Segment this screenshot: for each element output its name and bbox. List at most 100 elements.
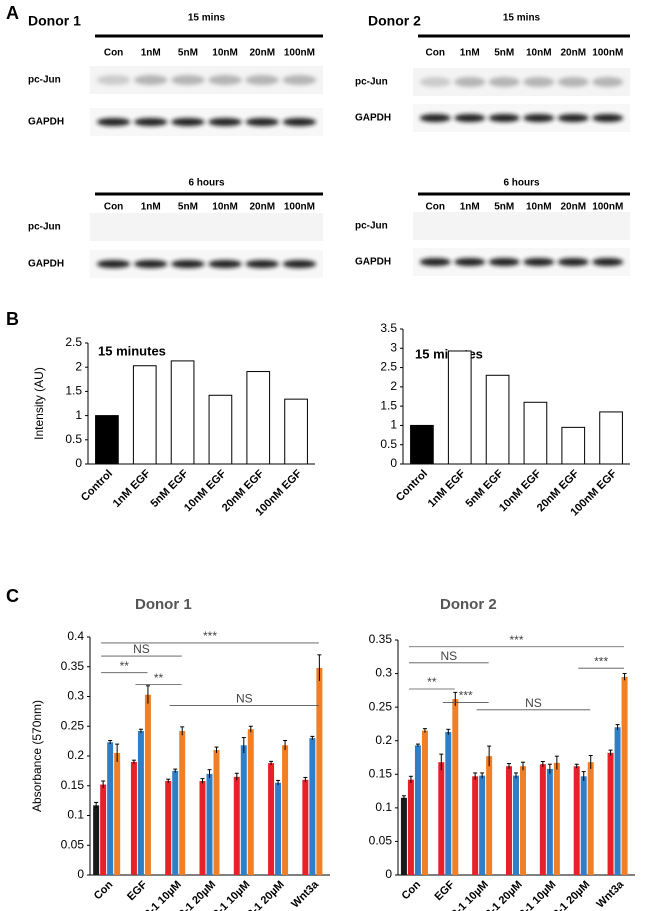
- blot-band: [592, 114, 624, 122]
- bar: [400, 797, 407, 875]
- lane-label: Con: [426, 48, 445, 59]
- lane-label: 1nM: [141, 48, 161, 59]
- row-label: pc-Jun: [355, 221, 388, 232]
- bar: [513, 775, 519, 875]
- bar: [282, 745, 289, 875]
- blot-band: [208, 260, 242, 268]
- blot-band: [419, 77, 451, 87]
- lane-label: 1nM: [141, 202, 161, 213]
- y-tick-label: 1: [75, 408, 82, 422]
- y-tick-label: 2.5: [65, 335, 82, 349]
- x-tick-label: Con: [92, 878, 116, 902]
- blot-band: [454, 114, 486, 122]
- row-label: GAPDH: [28, 259, 64, 270]
- y-tick-label: 0.5: [65, 432, 82, 446]
- bar: [284, 398, 308, 465]
- bar: [447, 350, 472, 465]
- blot-band: [282, 118, 317, 126]
- y-tick-label: 0: [75, 456, 82, 470]
- bar: [599, 411, 623, 465]
- y-tick-label: 1.5: [380, 398, 397, 412]
- bar: [107, 742, 114, 875]
- lane-label: 20nM: [249, 202, 275, 213]
- time-label: 6 hours: [503, 178, 540, 189]
- lane-label: Con: [104, 202, 123, 213]
- bar: [553, 762, 560, 875]
- bar: [438, 762, 445, 875]
- blot-band: [134, 75, 168, 85]
- bar: [587, 762, 594, 875]
- blot-band: [523, 77, 555, 87]
- y-tick-label: 0: [390, 456, 397, 470]
- lane-label: 1nM: [460, 202, 480, 213]
- time-label: 15 mins: [188, 13, 226, 24]
- bar: [421, 730, 428, 875]
- y-tick-label: 2.5: [380, 360, 397, 374]
- lane-label: 10nM: [526, 48, 552, 59]
- bar: [247, 729, 254, 875]
- bar: [486, 756, 493, 875]
- y-tick-label: 0.05: [61, 837, 85, 851]
- y-tick-label: 0.1: [67, 808, 84, 822]
- bar: [316, 667, 323, 875]
- y-tick-label: 0.05: [369, 834, 393, 848]
- significance-label: ***: [459, 689, 473, 703]
- blot-band: [134, 118, 168, 126]
- bar: [172, 770, 179, 875]
- bar: [407, 779, 414, 875]
- x-tick-label: EGF: [125, 879, 150, 904]
- x-tick-label: Con: [399, 878, 423, 902]
- bar: [95, 415, 119, 465]
- bar: [445, 731, 452, 875]
- bar: [414, 745, 421, 875]
- significance-label: ***: [203, 629, 217, 643]
- lane-label: 1nM: [460, 48, 480, 59]
- blot-band: [96, 260, 131, 268]
- blot-band: [454, 77, 486, 87]
- y-tick-label: 0.35: [369, 632, 393, 646]
- blot-band: [488, 77, 520, 87]
- bar: [199, 780, 206, 875]
- bar: [208, 394, 233, 465]
- row-label: pc-Jun: [28, 75, 61, 86]
- y-tick-label: 0.2: [67, 748, 84, 762]
- blot-band: [419, 114, 451, 122]
- bar: [240, 745, 247, 875]
- lane-label: 20nM: [560, 48, 586, 59]
- blot-band: [523, 258, 555, 266]
- blot-band: [171, 75, 205, 85]
- y-tick-label: 0.3: [67, 689, 84, 703]
- time-label: 15 mins: [503, 13, 541, 24]
- x-tick-label: EGF: [432, 879, 457, 904]
- blot-band: [454, 258, 486, 266]
- chart-title: Donor 2: [440, 596, 497, 613]
- y-axis-label: Intensity (AU): [32, 367, 46, 440]
- blot-band: [419, 258, 451, 266]
- x-tick-label: Wnt3a: [289, 878, 321, 910]
- y-tick-label: 0.1: [375, 800, 392, 814]
- x-tick-label: Control: [79, 468, 115, 504]
- x-tick-label: 1nM EGF: [426, 467, 468, 509]
- blot-band: [96, 118, 131, 126]
- row-label: pc-Jun: [355, 77, 388, 88]
- bar: [93, 805, 100, 875]
- lane-label: 10nM: [212, 48, 238, 59]
- bar: [309, 738, 316, 875]
- bar: [580, 776, 587, 875]
- lane-label: 5nM: [494, 202, 514, 213]
- blot-background: [413, 212, 630, 240]
- y-tick-label: 0: [385, 867, 392, 881]
- blot-band: [488, 114, 520, 122]
- blot-band: [488, 258, 520, 266]
- blot-band: [557, 77, 589, 87]
- significance-label: NS: [236, 692, 253, 706]
- lane-label: 5nM: [494, 48, 514, 59]
- significance-label: **: [120, 659, 130, 673]
- chart-title: Donor 1: [135, 596, 192, 613]
- y-tick-label: 0.35: [61, 659, 85, 673]
- lane-label: 10nM: [212, 202, 238, 213]
- blot-band: [592, 258, 624, 266]
- y-tick-label: 2: [75, 359, 82, 373]
- y-tick-label: 1.5: [65, 384, 82, 398]
- blot-band: [282, 75, 317, 85]
